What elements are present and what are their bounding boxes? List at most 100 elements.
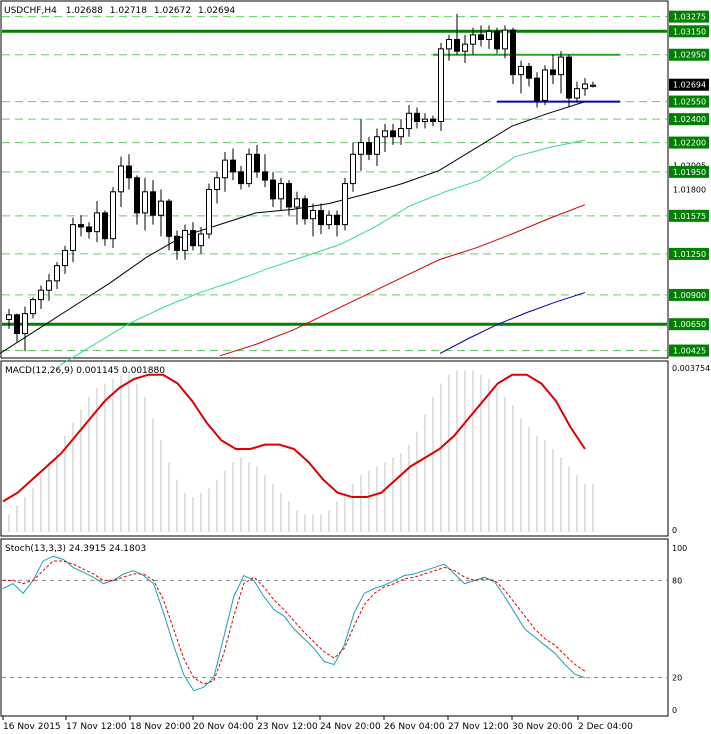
- candle-body: [350, 153, 356, 185]
- price-axis-tag: [669, 344, 709, 357]
- candle-body: [278, 183, 284, 200]
- candle-body: [86, 226, 92, 233]
- price-axis-label: 1.03275: [673, 13, 706, 22]
- candle-body: [318, 210, 324, 226]
- high-value: 1.02718: [110, 6, 147, 16]
- candle-body: [142, 191, 148, 214]
- candle-body: [566, 56, 572, 99]
- candle-body: [198, 233, 204, 247]
- candle-body: [6, 314, 12, 321]
- candle-body: [214, 177, 220, 190]
- price-axis-tag: [669, 136, 709, 149]
- candle-body: [478, 34, 484, 40]
- price-levels: [2, 16, 667, 352]
- stoch-pane[interactable]: [0, 538, 669, 717]
- time-axis-label: 18 Nov 20:00: [130, 722, 191, 732]
- price-axis-label: 1.02400: [673, 115, 706, 124]
- candle-body: [590, 84, 596, 87]
- price-axis-label: 1.01250: [673, 250, 706, 259]
- candle-body: [126, 165, 132, 179]
- candle-body: [462, 43, 468, 52]
- candle-body: [574, 88, 580, 99]
- candle-body: [534, 77, 540, 101]
- stoch-axis-label: 100: [672, 544, 687, 553]
- candle-body: [382, 130, 388, 138]
- moving-averages: [0, 101, 586, 366]
- macd-label: MACD(12,26,9) 0.001145 0.001880: [5, 366, 165, 376]
- candle-body: [310, 210, 316, 220]
- candle-body: [134, 177, 140, 214]
- low-value: 1.02672: [154, 6, 191, 16]
- open-value: 1.02688: [66, 6, 103, 16]
- macd-axis-max: 0.003754: [672, 364, 710, 373]
- candle-body: [222, 159, 228, 179]
- price-axis-tag: [669, 318, 709, 331]
- candle-body: [374, 136, 380, 155]
- candle-body: [294, 198, 300, 208]
- moving-average-line: [439, 292, 586, 354]
- candle-body: [470, 34, 476, 45]
- candle-body: [78, 224, 84, 228]
- candle-body: [486, 30, 492, 40]
- candle-body: [150, 191, 156, 216]
- candle-body: [422, 118, 428, 123]
- time-axis: 16 Nov 2015 17 Nov 12:00 18 Nov 20:00 20 No…: [2, 716, 633, 732]
- price-axis-tag: [669, 165, 709, 178]
- candle-body: [558, 56, 564, 76]
- candles: [6, 13, 596, 352]
- candle-body: [230, 159, 236, 173]
- candle-body: [94, 212, 100, 233]
- candle-body: [414, 112, 420, 123]
- candle-body: [526, 65, 532, 79]
- price-axis-label: 1.02550: [673, 98, 706, 107]
- candle-body: [366, 142, 372, 155]
- moving-average-line: [0, 101, 586, 354]
- price-axis-tag: [669, 48, 709, 61]
- time-axis-label: 23 Nov 12:00: [257, 722, 318, 732]
- candle-body: [550, 69, 556, 76]
- candle-body: [390, 130, 396, 138]
- time-axis-label: 17 Nov 12:00: [66, 722, 127, 732]
- candle-body: [190, 229, 196, 247]
- price-axis-tag: [669, 10, 709, 23]
- candle-body: [510, 29, 516, 76]
- price-axis-tag: [669, 247, 709, 260]
- symbol-label: USDCHF,H4: [4, 6, 57, 16]
- moving-average-line: [59, 139, 586, 366]
- candle-body: [118, 165, 124, 193]
- macd-pane[interactable]: [0, 360, 669, 537]
- time-axis-label: 27 Nov 12:00: [448, 722, 509, 732]
- candle-body: [582, 83, 588, 90]
- stoch-axis-label: 20: [672, 674, 682, 683]
- price-axis-tag: [669, 95, 709, 108]
- candle-body: [302, 198, 308, 220]
- candle-body: [430, 118, 436, 123]
- price-axis-label: 1.00900: [673, 291, 706, 300]
- price-axis-label: 1.00650: [673, 320, 706, 329]
- candle-body: [270, 179, 276, 200]
- price-axis-label: 1.01950: [673, 168, 706, 177]
- macd-indicator: 0.003754 0: [2, 364, 710, 535]
- time-axis-label: 26 Nov 04:00: [384, 722, 445, 732]
- price-pane[interactable]: [0, 0, 669, 359]
- time-axis-label: 24 Nov 20:00: [320, 722, 381, 732]
- stoch-label: Stoch(13,3,3) 24.3915 24.1803: [5, 544, 146, 554]
- candle-body: [358, 142, 364, 155]
- stoch-main-line: [2, 555, 586, 692]
- candle-body: [14, 314, 20, 335]
- time-axis-label: 2 Dec 04:00: [578, 722, 633, 732]
- candle-body: [206, 188, 212, 235]
- price-axis-label: 1.01800: [673, 185, 706, 194]
- stoch-axis-label: 0: [672, 706, 677, 715]
- candle-body: [246, 153, 252, 185]
- candle-body: [334, 214, 340, 226]
- price-axis-label: 1.00425: [673, 347, 706, 356]
- candle-body: [518, 65, 524, 76]
- candle-body: [238, 171, 244, 185]
- candle-body: [182, 229, 188, 251]
- candle-body: [62, 249, 68, 267]
- price-axis-label: 1.03150: [673, 27, 706, 36]
- price-axis-tag: [669, 288, 709, 301]
- candle-body: [54, 265, 60, 282]
